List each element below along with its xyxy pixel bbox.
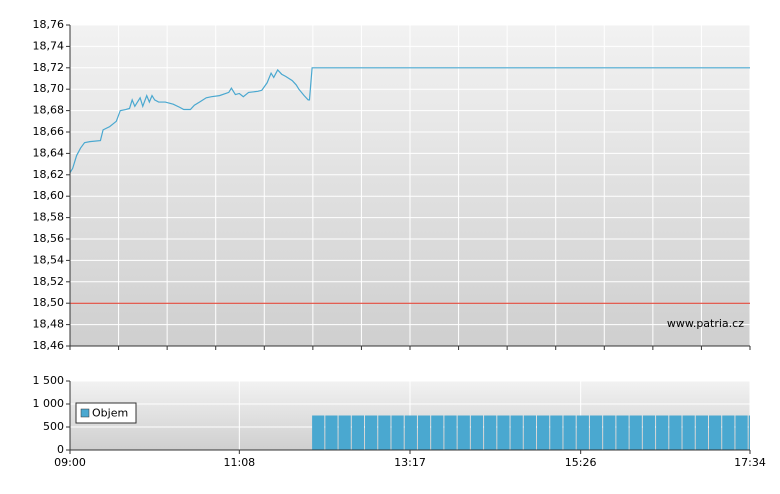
volume-bar	[391, 415, 404, 450]
volume-bar	[351, 415, 365, 450]
volume-bar	[682, 415, 695, 450]
volume-bar	[748, 415, 750, 450]
x-tick-label: 15:26	[565, 456, 597, 469]
legend-box	[75, 402, 137, 424]
legend-swatch	[80, 408, 90, 418]
volume-bar	[629, 415, 642, 450]
volume-bar	[338, 415, 351, 450]
y-tick-label: 18,56	[33, 232, 65, 245]
y-tick-label: 18,66	[33, 125, 65, 138]
volume-bar	[484, 415, 497, 450]
volume-bar	[563, 415, 576, 450]
y-tick-label: 500	[43, 420, 64, 433]
volume-bar	[576, 415, 589, 450]
y-tick-label: 0	[57, 443, 64, 456]
volume-bar	[497, 415, 510, 450]
y-tick-label: 18,46	[33, 339, 65, 352]
volume-bar	[457, 415, 470, 450]
y-tick-label: 18,76	[33, 18, 65, 31]
y-tick-label: 18,72	[33, 61, 65, 74]
x-tick-label: 17:34	[734, 456, 766, 469]
volume-bar	[537, 415, 550, 450]
volume-bar	[444, 415, 457, 450]
volume-bar	[470, 415, 484, 450]
watermark: www.patria.cz	[667, 317, 744, 330]
volume-bar	[735, 415, 748, 450]
volume-bar	[510, 415, 523, 450]
volume-bar	[656, 415, 669, 450]
volume-bar	[589, 415, 603, 450]
volume-bar	[325, 415, 338, 450]
y-tick-label: 1 000	[33, 397, 65, 410]
volume-bar	[404, 415, 417, 450]
y-tick-label: 18,50	[33, 296, 65, 309]
y-tick-label: 18,48	[33, 318, 65, 331]
x-tick-label: 11:08	[223, 456, 255, 469]
y-tick-label: 18,70	[33, 82, 65, 95]
volume-bar	[365, 415, 378, 450]
y-tick-label: 18,68	[33, 104, 65, 117]
x-tick-label: 13:17	[394, 456, 426, 469]
volume-bar	[603, 415, 616, 450]
volume-bar	[642, 415, 656, 450]
volume-bar	[722, 415, 735, 450]
volume-bar	[695, 415, 708, 450]
y-tick-label: 18,60	[33, 189, 65, 202]
volume-bar	[378, 415, 391, 450]
y-tick-label: 18,74	[33, 39, 65, 52]
y-tick-label: 18,64	[33, 146, 65, 159]
volume-bar	[616, 415, 629, 450]
y-tick-label: 18,58	[33, 211, 65, 224]
volume-bar	[312, 415, 325, 450]
legend-label: Objem	[92, 407, 128, 420]
price-line	[69, 67, 750, 173]
volume-bar	[431, 415, 444, 450]
volume-bar	[523, 415, 537, 450]
volume-bar	[708, 415, 722, 450]
y-tick-label: 1 500	[33, 374, 65, 387]
volume-bar	[417, 415, 431, 450]
y-tick-label: 18,54	[33, 253, 65, 266]
x-tick-label: 09:00	[54, 456, 86, 469]
y-tick-label: 18,62	[33, 168, 65, 181]
volume-bar	[669, 415, 682, 450]
volume-bar	[550, 415, 563, 450]
y-tick-label: 18,52	[33, 275, 65, 288]
